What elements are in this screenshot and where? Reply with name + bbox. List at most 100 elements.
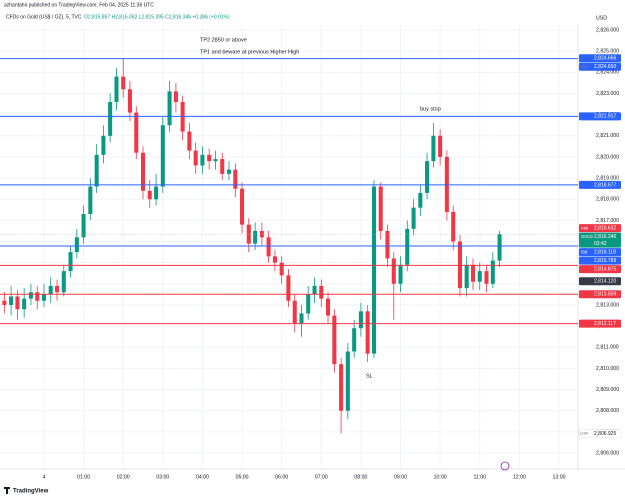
logo <box>4 487 10 494</box>
candle-body <box>464 264 469 289</box>
y-tick-label: 2,808.000 <box>596 408 619 414</box>
ohlc: O2,815.867 H2,816.062 L2,815.395 C2,816.… <box>84 14 230 20</box>
candle-body <box>134 112 139 153</box>
candle-body <box>173 91 178 102</box>
price-tag-label: 2,812.117 <box>594 321 616 327</box>
currency: USD <box>596 15 607 21</box>
x-tick-label: 01:00 <box>77 474 90 480</box>
candle-body <box>121 76 126 90</box>
y-tick-label: 2,817.000 <box>596 218 619 224</box>
candle-body <box>438 135 443 157</box>
x-tick-label: 08:00 <box>354 474 367 480</box>
price-tag-label: 2,818.677 <box>594 182 616 188</box>
y-tick-label: 2,826.000 <box>596 27 619 33</box>
candle-body <box>193 150 198 166</box>
price-tag <box>579 180 621 189</box>
author-line: azhantahir published on TradingView.com,… <box>4 2 154 8</box>
y-tick-label: 2,806.000 <box>596 450 619 456</box>
branding: TradingView <box>13 489 49 495</box>
price-tag <box>579 62 621 71</box>
candle-body <box>477 271 482 282</box>
y-tick-label: 2,824.000 <box>596 70 619 76</box>
y-tick-label: 2,810.000 <box>596 366 619 372</box>
candle-body <box>457 241 462 289</box>
price-tag <box>579 277 621 286</box>
candle-body <box>160 125 165 187</box>
candle-body <box>339 364 344 411</box>
price-tag-name: High <box>579 64 589 69</box>
y-tick-label: 2,819.000 <box>596 175 619 181</box>
price-tag <box>579 248 621 257</box>
candle-body <box>2 300 7 305</box>
candle-body <box>154 186 159 200</box>
candle-body <box>365 311 370 354</box>
candle-body <box>220 159 225 174</box>
price-tag-label: 2,813.509 <box>594 292 616 298</box>
price-tag <box>579 265 621 274</box>
x-tick-label: 13:00 <box>552 474 565 480</box>
x-tick-label: 07:00 <box>315 474 328 480</box>
event-icon[interactable] <box>500 461 510 471</box>
candle-body <box>35 292 40 301</box>
price-tag-label: 2,816.346 <box>594 234 616 240</box>
price-tag-label: 2,806.925 <box>594 431 616 437</box>
candle-body <box>332 315 337 365</box>
price-tag-label: 2,814.120 <box>594 279 616 285</box>
y-tick-label: 2,820.000 <box>596 154 619 160</box>
y-tick-label: 2,825.000 <box>596 49 619 55</box>
candle-body <box>140 152 146 191</box>
candle-body <box>431 135 436 162</box>
price-tag <box>579 224 621 233</box>
candle-body <box>378 186 383 231</box>
y-tick-label: 2,811.000 <box>596 345 619 351</box>
candle-body <box>259 230 264 238</box>
candle-body <box>286 275 291 301</box>
x-tick-label: 02:00 <box>117 474 130 480</box>
candle-body <box>279 262 284 276</box>
candle-body <box>233 169 238 189</box>
candle-body <box>55 285 60 293</box>
candle-body <box>398 264 403 284</box>
candle-body <box>312 285 317 295</box>
candle-body <box>88 186 93 215</box>
candle-body <box>41 294 46 301</box>
y-tick-label: 2,809.000 <box>596 387 619 393</box>
candle-body <box>101 135 106 155</box>
candle-body <box>61 271 66 293</box>
y-tick-label: 2,821.000 <box>596 133 619 139</box>
candle-body <box>326 298 331 316</box>
candle-body <box>167 91 172 126</box>
candle-body <box>490 260 495 284</box>
candle-body <box>81 214 86 238</box>
candle-body <box>484 271 489 284</box>
candle-body <box>451 211 456 242</box>
candle-body <box>147 190 152 200</box>
price-tag <box>579 319 621 328</box>
annotation: TP1 and beware at previous Higher High <box>200 49 299 55</box>
price-tag-label: 2,824.666 <box>594 56 616 62</box>
candle-body <box>425 161 430 193</box>
price-tag-name: Ask <box>581 225 589 230</box>
x-tick-label: 12:00 <box>513 474 526 480</box>
candle-body <box>48 285 53 295</box>
candle-body <box>15 296 20 310</box>
candle-body <box>108 101 113 136</box>
price-tag-label: 2,815.789 <box>594 258 616 264</box>
candle-body <box>200 154 205 166</box>
x-tick-label: 04:00 <box>196 474 209 480</box>
symbol: CFDs on Gold (US$ / OZ), 5, TVC <box>6 14 82 20</box>
candle-body <box>266 237 271 257</box>
candle-body <box>253 230 258 244</box>
price-tag-name: Bid <box>581 249 588 254</box>
candle-body <box>94 154 99 187</box>
candle-body <box>22 298 27 310</box>
price-tag <box>579 290 621 299</box>
price-tag-label: 2,816.632 <box>594 225 616 231</box>
candle-body <box>213 159 218 162</box>
price-tag <box>579 232 621 248</box>
candle-body <box>405 228 410 265</box>
y-tick-label: 2,818.000 <box>596 197 619 203</box>
candle-body <box>226 169 232 174</box>
price-tag <box>579 54 621 63</box>
